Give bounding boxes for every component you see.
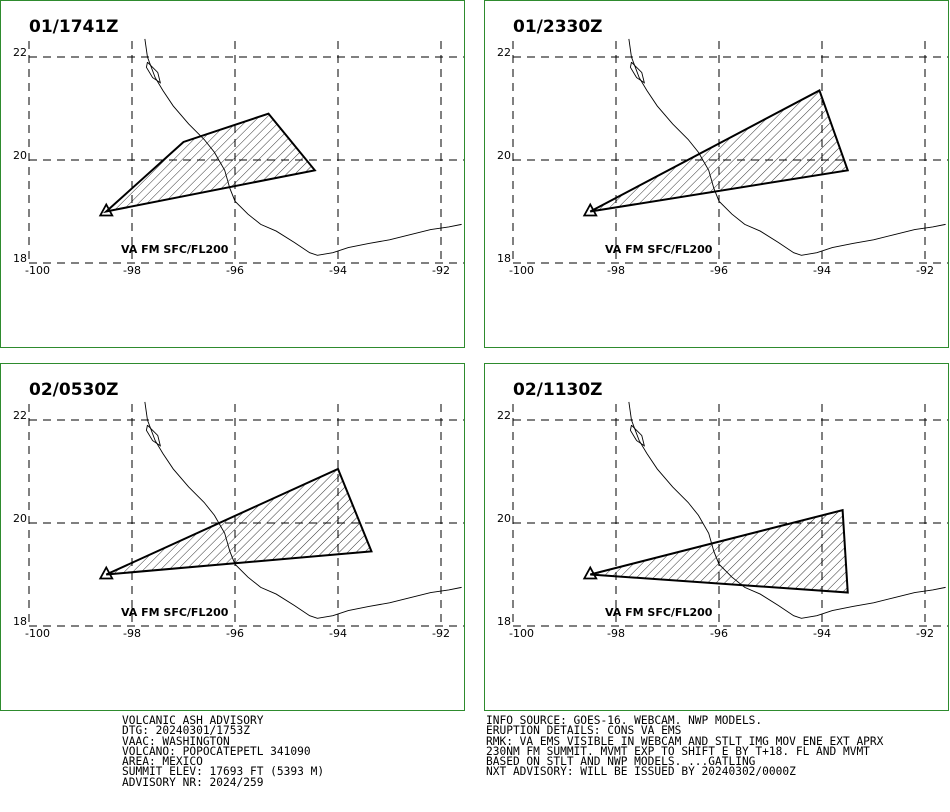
advisory-line: AREA: MEXICO: [122, 755, 203, 769]
coastline: [144, 401, 462, 619]
x-tick-label: -98: [123, 264, 141, 277]
y-tick-label: 18: [13, 252, 27, 265]
map-panel: 01/2330Z VA FM SFC/FL200 -100 -98 -96 -94 -92 2…: [484, 0, 949, 348]
x-tick-label: -98: [123, 627, 141, 640]
advisory-line: ERUPTION DETAILS: CONS VA EMS: [486, 724, 682, 738]
map-panel: 02/1130Z VA FM SFC/FL200 -100 -98 -96 -94 -92 2…: [484, 363, 949, 711]
x-tick-label: -94: [813, 627, 831, 640]
flight-level-label: VA FM SFC/FL200: [121, 243, 229, 256]
volcano-triangle-icon: [582, 202, 598, 217]
advisory-right: INFO SOURCE: GOES-16. WEBCAM. NWP MODELS…: [486, 714, 884, 779]
x-tick-label: -92: [916, 627, 934, 640]
advisory-line: VOLCANIC ASH ADVISORY: [122, 714, 264, 727]
volcano-triangle-icon: [98, 202, 114, 217]
x-tick-label: -92: [432, 627, 450, 640]
panel-title: 02/1130Z: [513, 380, 603, 400]
map-canvas: [512, 401, 948, 627]
lagoon-outline: [629, 61, 646, 84]
advisory-line: VOLCANO: POPOCATEPETL 341090: [122, 744, 311, 758]
advisory-line: INFO SOURCE: GOES-16. WEBCAM. NWP MODELS…: [486, 714, 763, 727]
x-tick-label: -96: [710, 627, 728, 640]
x-tick-label: -98: [607, 627, 625, 640]
flight-level-label: VA FM SFC/FL200: [605, 606, 713, 619]
x-tick-label: -96: [226, 264, 244, 277]
panel-title: 01/1741Z: [29, 17, 119, 37]
advisory-line: SUMMIT ELEV: 17693 FT (5393 M): [122, 765, 325, 779]
map-canvas: [28, 38, 464, 264]
flight-level-label: VA FM SFC/FL200: [605, 243, 713, 256]
x-tick-label: -100: [509, 264, 534, 277]
flight-level-label: VA FM SFC/FL200: [121, 606, 229, 619]
y-tick-label: 18: [497, 615, 511, 628]
y-tick-label: 20: [497, 512, 511, 525]
volcano-triangle-icon: [98, 565, 114, 580]
lagoon-outline: [629, 424, 646, 447]
map-canvas: [512, 38, 948, 264]
map-canvas: [28, 401, 464, 627]
x-tick-label: -100: [509, 627, 534, 640]
panel-title: 02/0530Z: [29, 380, 119, 400]
x-tick-label: -94: [813, 264, 831, 277]
advisory-line: ADVISORY NR: 2024/259: [122, 775, 264, 789]
advisory-left: VOLCANIC ASH ADVISORY DTG: 20240301/1753…: [122, 714, 325, 789]
coastline: [628, 401, 946, 619]
y-tick-label: 22: [497, 409, 511, 422]
map-panel: 02/0530Z VA FM SFC/FL200 -100 -98 -96 -94 -92 2…: [0, 363, 465, 711]
y-tick-label: 20: [13, 149, 27, 162]
map-panel: 01/1741Z VA FM SFC/FL200 -100 -98 -96 -94 -92 2…: [0, 0, 465, 348]
advisory-line: 230NM FM SUMMIT. MVMT EXP TO SHIFT E BY …: [486, 744, 870, 758]
advisory-line: DTG: 20240301/1753Z: [122, 724, 250, 738]
ash-cloud-polygon: [590, 508, 849, 594]
x-tick-label: -92: [916, 264, 934, 277]
ash-cloud-polygon: [102, 112, 317, 214]
lagoon-outline: [145, 61, 162, 84]
x-tick-label: -100: [25, 264, 50, 277]
panel-title: 01/2330Z: [513, 17, 603, 37]
advisory-line: NXT ADVISORY: WILL BE ISSUED BY 20240302…: [486, 765, 796, 779]
y-tick-label: 22: [13, 46, 27, 59]
y-tick-label: 20: [13, 512, 27, 525]
coastline: [144, 38, 462, 256]
lagoon-outline: [145, 424, 162, 447]
x-tick-label: -100: [25, 627, 50, 640]
x-tick-label: -92: [432, 264, 450, 277]
x-tick-label: -94: [329, 627, 347, 640]
y-tick-label: 22: [13, 409, 27, 422]
advisory-line: RMK: VA EMS VISIBLE IN WEBCAM AND STLT I…: [486, 734, 884, 748]
y-tick-label: 22: [497, 46, 511, 59]
y-tick-label: 20: [497, 149, 511, 162]
x-tick-label: -96: [226, 627, 244, 640]
volcano-triangle-icon: [582, 565, 598, 580]
x-tick-label: -98: [607, 264, 625, 277]
y-tick-label: 18: [497, 252, 511, 265]
y-tick-label: 18: [13, 615, 27, 628]
x-tick-label: -96: [710, 264, 728, 277]
ash-cloud-polygon: [589, 89, 850, 213]
coastline: [628, 38, 946, 256]
advisory-line: BASED ON STLT AND NWP MODELS. ...GATLING: [486, 755, 756, 769]
ash-cloud-polygon: [105, 467, 373, 576]
advisory-line: VAAC: WASHINGTON: [122, 734, 230, 748]
x-tick-label: -94: [329, 264, 347, 277]
